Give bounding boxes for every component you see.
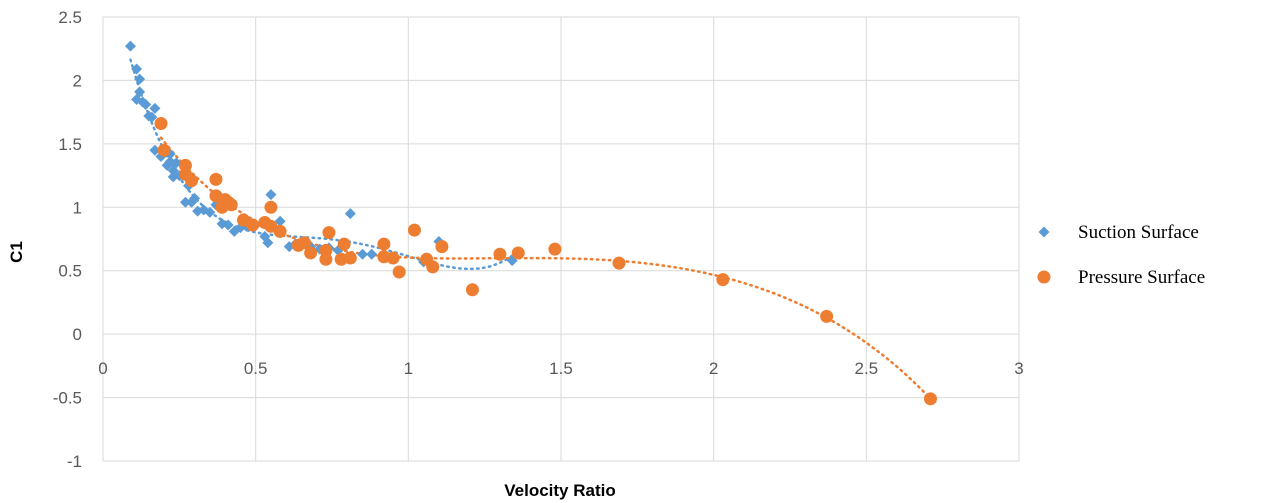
pressure-point — [319, 243, 333, 257]
pressure-point — [304, 246, 318, 260]
suction-point — [189, 192, 201, 204]
y-tick-labels: -1 -0.5 0 0.5 1 1.5 2 2.5 — [53, 8, 82, 471]
y-tick-label: 0 — [73, 325, 82, 344]
suction-point — [140, 99, 152, 111]
pressure-point — [224, 198, 238, 212]
legend-label: Pressure Surface — [1078, 267, 1205, 288]
data-points — [124, 40, 937, 406]
pressure-point — [246, 218, 260, 232]
pressure-point — [465, 283, 479, 297]
x-tick-label: 0 — [98, 359, 107, 378]
suction-point — [274, 215, 286, 227]
pressure-point — [612, 256, 626, 270]
legend-label: Suction Surface — [1078, 222, 1199, 243]
pressure-point — [322, 226, 336, 240]
suction-point — [222, 219, 234, 231]
suction-point — [179, 196, 191, 208]
y-tick-label: 2 — [73, 71, 82, 90]
pressure-point — [435, 240, 449, 254]
pressure-point — [178, 158, 192, 172]
suction-point — [131, 63, 143, 75]
suction-point — [506, 255, 518, 267]
suction-point — [146, 111, 158, 123]
x-tick-label: 2.5 — [855, 359, 879, 378]
pressure-point — [209, 172, 223, 186]
suction-point — [265, 189, 277, 201]
x-tick-label: 2 — [709, 359, 718, 378]
pressure-point — [426, 260, 440, 274]
x-tick-label: 0.5 — [244, 359, 268, 378]
y-tick-label: 0.5 — [58, 262, 82, 281]
legend: Suction Surface Pressure Surface — [1037, 222, 1205, 288]
y-tick-label: -0.5 — [53, 389, 82, 408]
pressure-point — [386, 251, 400, 265]
legend-marker-suction — [1038, 226, 1050, 238]
x-tick-label: 1.5 — [549, 359, 573, 378]
x-axis-title: Velocity Ratio — [504, 481, 615, 500]
pressure-point — [392, 265, 406, 279]
suction-point — [357, 248, 369, 260]
pressure-point — [820, 309, 834, 323]
pressure-point — [264, 200, 278, 214]
suction-point — [262, 237, 274, 249]
pressure-point — [185, 174, 199, 188]
pressure-point — [716, 273, 730, 287]
suction-point — [134, 73, 146, 85]
suction-point — [204, 206, 216, 218]
y-tick-label: 1.5 — [58, 135, 82, 154]
pressure-point — [337, 237, 351, 251]
y-tick-label: 1 — [73, 198, 82, 217]
legend-marker-pressure — [1037, 270, 1051, 284]
pressure-point — [511, 246, 525, 260]
pressure-point — [377, 237, 391, 251]
suction-point — [124, 40, 136, 52]
pressure-point — [923, 392, 937, 406]
pressure-point — [154, 117, 168, 131]
suction-point — [344, 208, 356, 220]
pressure-point — [319, 252, 333, 266]
pressure-point — [548, 242, 562, 256]
y-tick-label: -1 — [67, 452, 82, 471]
suction-point — [149, 144, 161, 156]
pressure-point — [157, 143, 171, 157]
suction-point — [366, 248, 378, 260]
pressure-point — [273, 224, 287, 238]
x-tick-labels: 0 0.5 1 1.5 2 2.5 3 — [98, 359, 1023, 378]
pressure-point — [298, 236, 312, 250]
x-tick-label: 3 — [1014, 359, 1023, 378]
pressure-point — [493, 247, 507, 261]
pressure-point — [343, 251, 357, 265]
trendline-pressure — [159, 136, 932, 400]
grid-lines — [102, 16, 1020, 462]
y-tick-label: 2.5 — [58, 8, 82, 27]
y-axis-title: C1 — [7, 241, 26, 263]
pressure-point — [407, 223, 421, 237]
suction-point — [149, 102, 161, 114]
x-tick-label: 1 — [404, 359, 413, 378]
